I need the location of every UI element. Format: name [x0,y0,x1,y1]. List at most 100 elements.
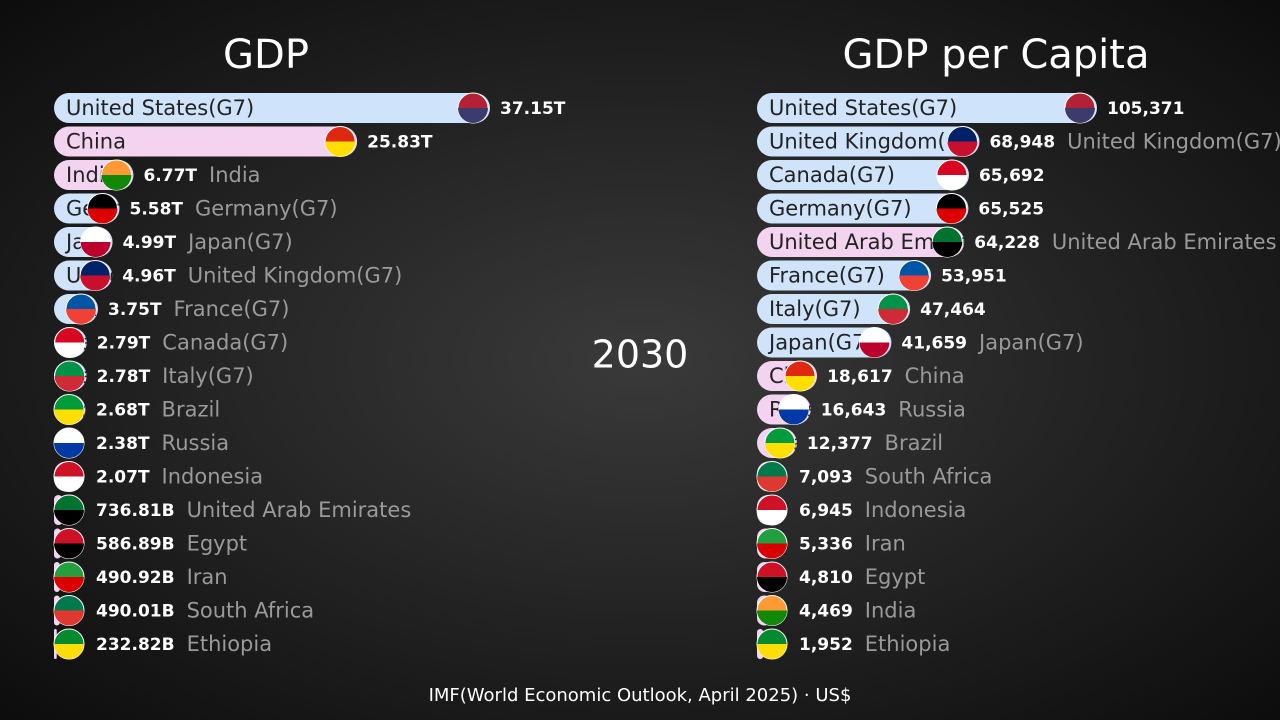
value-label: 4,469 [799,602,853,622]
bar [757,160,969,190]
country-label: Ethiopia [187,632,273,656]
flag-part [54,510,84,525]
flag-part [458,108,488,123]
flag-part [757,510,787,525]
flag-part [1065,108,1095,123]
value-label: 2.38T [96,434,150,454]
bar [54,93,490,123]
country-label: Egypt [187,532,248,556]
value-label: 25.83T [367,133,433,153]
bar [757,126,980,157]
value-label: 18,617 [827,367,893,387]
country-label: Iran [865,532,906,556]
bar-label: United States(G7) [66,96,254,120]
value-label: 6.77T [143,166,197,186]
country-label: Japan(G7) [186,230,293,254]
flag-part [936,208,967,224]
flag-part [54,610,85,626]
value-label: 490.92B [96,568,175,588]
value-label: 2.78T [97,367,151,387]
country-label: India [209,163,261,187]
bar [757,93,1097,123]
flag-part [757,644,787,659]
flag-part [80,242,111,258]
country-label: Germany(G7) [195,197,338,221]
country-label: Ethiopia [865,632,951,656]
flag-part [757,476,787,492]
value-label: 5.58T [129,200,183,220]
value-label: 68,948 [989,133,1055,153]
bar [757,193,969,224]
value-label: 16,643 [821,401,887,421]
chart-title: GDP per Capita [843,32,1150,78]
flag-part [778,409,809,425]
value-label: 2.68T [96,401,150,421]
flag-part [54,342,85,358]
value-label: 2.79T [97,334,151,354]
flag-part [757,543,787,559]
flag-part [878,309,909,324]
value-label: 64,228 [974,233,1040,253]
country-label: Italy(G7) [162,364,254,388]
value-label: 47,464 [920,300,986,320]
country-label: Canada(G7) [162,331,288,355]
country-label: South Africa [865,465,993,489]
value-label: 4,810 [799,568,853,588]
value-label: 586.89B [96,535,175,555]
country-label: France(G7) [174,297,290,321]
flag-part [80,275,111,291]
flag-part [764,443,795,459]
value-label: 53,951 [941,267,1007,287]
value-label: 105,371 [1107,99,1184,119]
bar [757,227,965,257]
country-label: Brazil [162,398,221,422]
value-label: 65,692 [979,166,1045,186]
flag-part [54,443,84,458]
year-label: 2030 [592,333,689,377]
flag-part [54,644,84,659]
value-label: 37.15T [500,99,566,119]
value-label: 6,945 [799,501,853,521]
flag-part [325,141,356,157]
country-label: South Africa [187,599,315,623]
flag-part [936,175,967,190]
flag-part [757,577,787,592]
value-label: 7,093 [799,468,853,488]
flag-part [54,543,85,559]
country-label: Russia [898,398,966,422]
country-label: Russia [162,431,230,455]
value-label: 41,659 [901,334,967,354]
flag-part [87,208,118,224]
source: IMF(World Economic Outlook, April 2025) … [429,685,852,706]
flag-part [66,309,97,324]
value-label: 2.07T [96,468,150,488]
value-label: 3.75T [108,300,162,320]
flag-part [54,577,84,592]
country-label: Indonesia [865,498,967,522]
value-label: 1,952 [799,635,853,655]
chart-title: GDP [223,32,309,78]
bar-label: Japan(G7) [767,331,874,355]
flag-part [899,275,930,291]
value-label: 65,525 [978,200,1044,220]
value-label: 4.99T [123,233,177,253]
country-label: United Kingdom(G7) [1067,130,1280,154]
bar-label: United States(G7) [769,96,957,120]
country-label: United Arab Emirates [1052,230,1277,254]
flag-part [54,376,85,391]
flag-part [859,342,890,358]
value-label: 12,377 [807,434,873,454]
country-label: United Kingdom(G7) [188,264,403,288]
value-label: 4.96T [122,267,176,287]
bar-label: Canada(G7) [769,163,895,187]
flag-part [54,476,85,492]
value-label: 736.81B [96,501,175,521]
bar-label: Germany(G7) [769,197,912,221]
flag-part [947,141,978,157]
bar [54,126,358,157]
flag-part [757,610,787,626]
country-label: Iran [187,565,228,589]
bar-label: United Kingdom(G7) [769,130,984,154]
bar-label: Italy(G7) [769,297,861,321]
country-label: United Arab Emirates [187,498,412,522]
